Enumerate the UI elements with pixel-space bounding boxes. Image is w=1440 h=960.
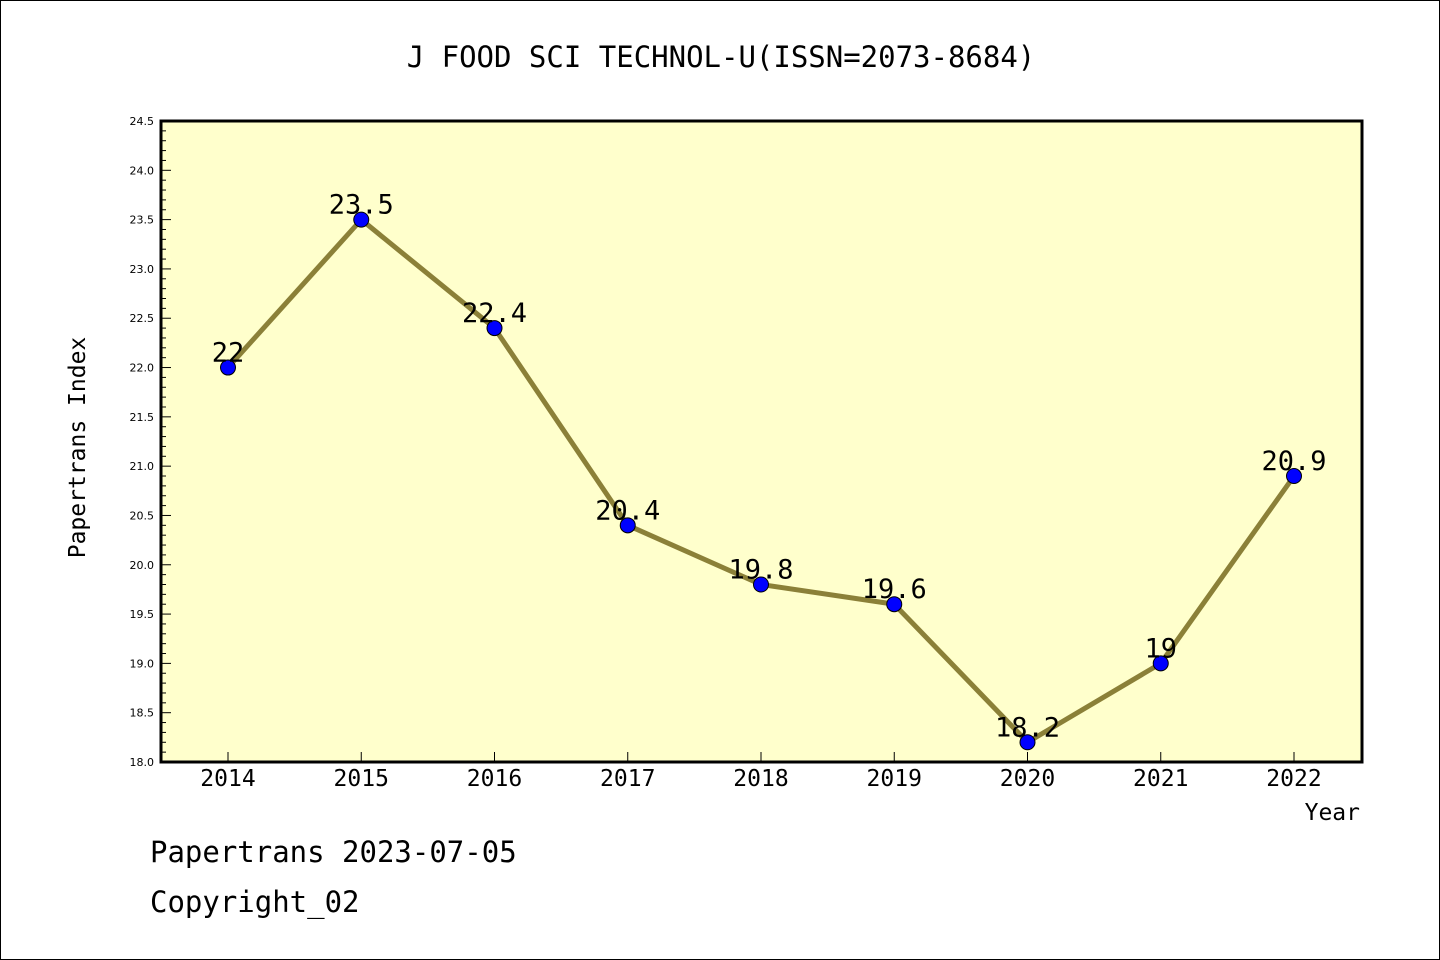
y-tick-label: 20.0 [130,559,155,572]
data-label: 19.6 [862,574,927,605]
data-labels: 22 23.5 22.4 20.4 19.8 19.6 18.2 19 20.9 [212,190,1327,744]
data-point [753,576,769,593]
x-tick-label: 2014 [200,766,255,792]
x-tick-label: 2022 [1266,766,1321,792]
x-tick-label: 2017 [600,766,655,792]
y-tick-label: 23.0 [130,263,155,276]
data-label: 20.9 [1261,446,1326,477]
y-tick-label: 21.0 [130,460,155,473]
x-tick-label: 2016 [467,766,522,792]
data-point [1286,468,1302,485]
y-tick-label: 21.5 [130,411,155,424]
data-point [886,596,903,613]
y-tick-label: 18.5 [130,707,155,720]
y-tick-label: 22.0 [130,362,155,375]
y-axis-label: Papertrans Index [65,337,91,559]
y-tick-label: 18.0 [130,756,155,769]
y-tick-label: 20.5 [130,509,155,522]
plot-area [161,121,1362,762]
x-tick-label: 2021 [1133,766,1188,792]
x-axis: 2014 2015 2016 2017 2018 2019 2020 2021 2022 [200,752,1322,792]
x-tick-label: 2019 [867,766,922,792]
data-point [486,320,503,337]
x-tick-label: 2015 [334,766,389,792]
y-tick-label: 23.5 [130,214,155,227]
x-axis-label: Year [1305,800,1360,826]
data-label: 22 [212,338,245,369]
y-tick-label: 19.0 [130,657,155,670]
data-label: 19.8 [728,554,793,585]
y-tick-label: 24.0 [130,164,155,177]
data-point [619,517,636,534]
y-tick-label: 22.5 [130,312,155,325]
data-point [353,211,370,228]
data-label: 23.5 [329,190,394,221]
data-label: 19 [1144,633,1177,664]
y-axis: 18.0 18.5 19.0 19.5 20.0 20.5 21.0 21.5 22.0 22.5… [130,115,171,769]
data-label: 18.2 [995,712,1060,743]
x-tick-label: 2018 [733,766,788,792]
footer-date: Papertrans 2023-07-05 [150,835,517,869]
y-tick-label: 24.5 [130,115,155,128]
series-line-group [220,211,1302,751]
chart-title: J FOOD SCI TECHNOL-U(ISSN=2073-8684) [407,40,1036,74]
x-tick-label: 2020 [1000,766,1055,792]
data-point [220,359,236,376]
data-point [1019,734,1036,751]
plot-border [159,119,1364,764]
data-point [1152,655,1169,672]
footer-copyright: Copyright_02 [150,885,360,919]
data-label: 20.4 [595,495,660,526]
y-tick-label: 19.5 [130,608,155,621]
data-label: 22.4 [462,298,527,329]
